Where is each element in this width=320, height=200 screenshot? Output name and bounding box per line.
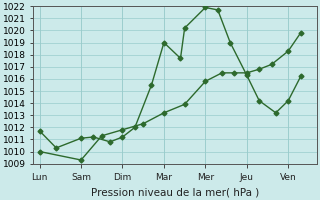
X-axis label: Pression niveau de la mer( hPa ): Pression niveau de la mer( hPa ) — [91, 187, 260, 197]
